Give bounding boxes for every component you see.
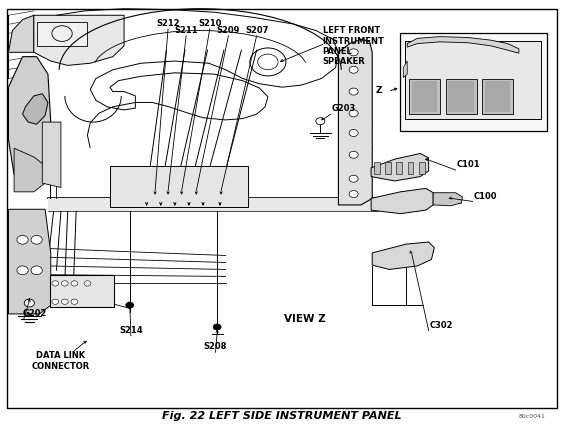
Text: Z: Z	[376, 86, 382, 95]
Circle shape	[61, 281, 68, 286]
Text: S210: S210	[198, 19, 222, 28]
Circle shape	[349, 66, 358, 73]
Circle shape	[349, 191, 358, 198]
Text: DATA LINK
CONNECTOR: DATA LINK CONNECTOR	[32, 351, 90, 371]
Circle shape	[31, 235, 42, 244]
Text: S207: S207	[245, 26, 268, 35]
Bar	[396, 162, 402, 174]
Text: Fig. 22 LEFT SIDE INSTRUMENT PANEL: Fig. 22 LEFT SIDE INSTRUMENT PANEL	[162, 411, 402, 421]
Text: LEFT FRONT
INSTRUMENT
PANEL
SPEAKER: LEFT FRONT INSTRUMENT PANEL SPEAKER	[323, 26, 385, 66]
Polygon shape	[371, 188, 433, 214]
Circle shape	[71, 299, 78, 304]
Polygon shape	[42, 122, 61, 187]
Circle shape	[349, 175, 358, 182]
Circle shape	[17, 266, 28, 275]
Polygon shape	[8, 57, 51, 183]
Circle shape	[349, 110, 358, 117]
Text: G202: G202	[23, 309, 47, 318]
Bar	[50, 275, 114, 307]
Bar	[409, 79, 440, 114]
Text: S209: S209	[217, 26, 240, 35]
Polygon shape	[34, 15, 124, 65]
Bar	[400, 33, 547, 131]
Bar	[482, 79, 513, 114]
Polygon shape	[8, 209, 51, 314]
Circle shape	[213, 324, 221, 330]
Text: S211: S211	[174, 26, 198, 35]
Polygon shape	[403, 61, 407, 78]
Polygon shape	[433, 193, 462, 206]
Circle shape	[126, 302, 134, 308]
Bar	[37, 22, 87, 46]
Text: S212: S212	[156, 19, 180, 28]
Text: VIEW Z: VIEW Z	[284, 314, 325, 324]
Bar	[385, 162, 391, 174]
Polygon shape	[407, 37, 519, 53]
Text: 80c0041: 80c0041	[519, 415, 546, 419]
Text: G203: G203	[332, 104, 356, 113]
Circle shape	[316, 118, 325, 125]
Circle shape	[349, 88, 358, 95]
Text: C302: C302	[430, 320, 453, 330]
Circle shape	[61, 299, 68, 304]
Bar	[448, 81, 474, 112]
Polygon shape	[8, 15, 34, 52]
Circle shape	[349, 129, 358, 136]
Polygon shape	[14, 148, 45, 192]
Circle shape	[17, 235, 28, 244]
Circle shape	[349, 49, 358, 56]
Bar	[485, 81, 510, 112]
Circle shape	[71, 281, 78, 286]
Circle shape	[31, 266, 42, 275]
Text: S214: S214	[119, 326, 143, 335]
Circle shape	[84, 281, 91, 286]
Circle shape	[24, 299, 34, 307]
Bar	[110, 166, 248, 207]
FancyBboxPatch shape	[405, 41, 541, 119]
Circle shape	[52, 281, 59, 286]
Polygon shape	[23, 94, 48, 124]
Bar	[374, 162, 380, 174]
Bar	[446, 79, 477, 114]
Text: C100: C100	[474, 191, 497, 201]
Polygon shape	[338, 39, 372, 205]
Circle shape	[349, 151, 358, 158]
Bar	[419, 162, 425, 174]
Text: C101: C101	[457, 160, 481, 169]
Polygon shape	[371, 153, 429, 181]
Circle shape	[52, 299, 59, 304]
Text: S208: S208	[204, 342, 227, 351]
Bar	[48, 198, 384, 211]
Bar	[408, 162, 413, 174]
Polygon shape	[372, 242, 434, 269]
Bar	[412, 81, 437, 112]
